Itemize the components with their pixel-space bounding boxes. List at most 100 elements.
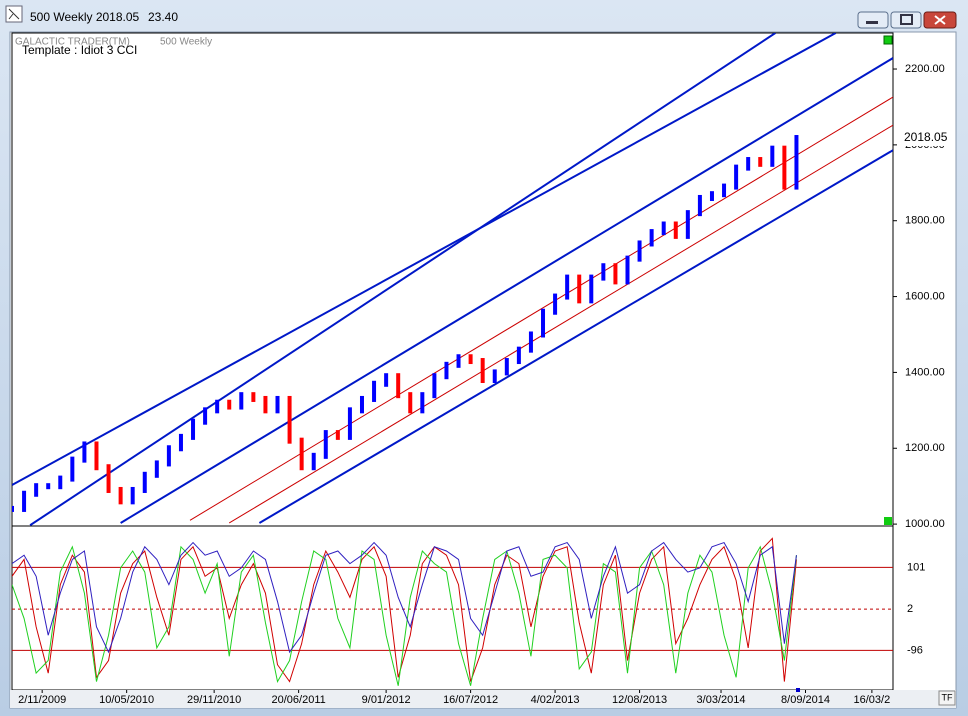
channel-line xyxy=(258,149,893,524)
minimize-glyph xyxy=(866,21,878,24)
cci-line xyxy=(12,541,797,654)
price-bar xyxy=(106,464,111,493)
price-bar xyxy=(166,445,171,467)
x-tick-label: 3/03/2014 xyxy=(697,694,746,706)
price-bar xyxy=(130,486,135,505)
window-change: 23.40 xyxy=(148,10,178,24)
last-price-box xyxy=(900,130,952,147)
price-plot xyxy=(12,33,893,526)
cci-line xyxy=(12,545,797,686)
channel-line xyxy=(12,33,837,486)
price-bar xyxy=(203,407,208,425)
y-tick-label: -96 xyxy=(907,644,923,656)
price-bar xyxy=(782,145,787,190)
price-bar xyxy=(70,456,75,482)
price-bar xyxy=(420,392,425,414)
corner-marker xyxy=(884,517,892,525)
price-bar xyxy=(528,331,533,353)
price-bar xyxy=(492,369,497,383)
x-tick-label: 8/09/2014 xyxy=(781,694,830,706)
y-tick-label: 1800.00 xyxy=(905,215,945,227)
axes: 1000.001200.001400.001600.001800.002000.… xyxy=(18,63,952,706)
cci-plot xyxy=(12,537,893,686)
y-tick-label: 2 xyxy=(907,603,913,615)
close-glyph xyxy=(934,15,946,25)
price-bar xyxy=(504,358,509,376)
price-bar xyxy=(191,418,196,440)
price-bar xyxy=(12,505,14,512)
price-bar xyxy=(239,392,244,410)
channel-line xyxy=(189,96,893,521)
price-bar xyxy=(589,274,594,304)
tf-label[interactable]: TF xyxy=(942,692,953,702)
price-bar xyxy=(625,255,630,285)
price-bar xyxy=(215,399,220,414)
chart-header: GALACTIC TRADER(TM) xyxy=(15,37,130,48)
price-bar xyxy=(565,274,570,300)
price-bar xyxy=(118,486,123,505)
channel-line xyxy=(29,33,776,526)
channel-line xyxy=(120,57,893,524)
x-tick-label: 29/11/2010 xyxy=(187,694,241,706)
price-bar xyxy=(468,354,473,365)
restore-glyph xyxy=(900,14,913,25)
x-tick-label: 16/03/2 xyxy=(854,694,891,706)
y-tick-label: 1200.00 xyxy=(905,442,945,454)
price-bar xyxy=(347,407,352,440)
price-bar xyxy=(637,240,642,262)
y-tick-label: 1000.00 xyxy=(905,518,945,530)
x-tick-label: 2/11/2009 xyxy=(18,694,66,706)
template-annotation: Template : Idiot 3 CCI xyxy=(22,43,137,57)
price-bar xyxy=(734,164,739,190)
plot-frame xyxy=(11,32,894,691)
cci-line xyxy=(12,537,797,683)
app-icon-glyph xyxy=(8,8,20,20)
price-bar xyxy=(22,490,27,512)
tf-button[interactable] xyxy=(938,690,956,706)
price-bar xyxy=(685,210,690,239)
y-tick-label: 101 xyxy=(907,561,925,573)
price-bar xyxy=(275,395,280,414)
price-bar xyxy=(758,157,763,167)
price-bar xyxy=(287,395,292,444)
price-bar xyxy=(770,145,775,167)
price-bar xyxy=(613,263,618,285)
price-bar xyxy=(94,441,99,471)
price-bar xyxy=(299,437,304,471)
price-bar xyxy=(384,373,389,387)
price-bar xyxy=(58,475,63,490)
price-bar xyxy=(82,441,87,463)
price-bar xyxy=(359,395,364,414)
price-bar xyxy=(311,452,316,471)
cursor-marker xyxy=(796,688,800,692)
restore-button[interactable] xyxy=(890,11,922,29)
price-bar xyxy=(142,471,147,493)
price-bar xyxy=(709,191,714,201)
price-bar xyxy=(178,433,183,452)
price-bar xyxy=(154,460,159,478)
window-title: 500 Weekly 2018.05 xyxy=(30,10,140,24)
price-bar xyxy=(323,430,328,459)
y-tick-label: 2200.00 xyxy=(905,63,945,75)
price-bar xyxy=(408,392,413,414)
price-bar xyxy=(541,308,546,338)
date-bar xyxy=(10,690,956,708)
x-tick-label: 4/02/2013 xyxy=(531,694,580,706)
price-bar xyxy=(251,392,256,402)
price-bar xyxy=(553,293,558,315)
price-bar xyxy=(649,229,654,247)
price-bar xyxy=(673,221,678,239)
x-tick-label: 9/01/2012 xyxy=(362,694,411,706)
chart-subtitle: 500 Weekly xyxy=(160,37,212,48)
price-bar xyxy=(456,354,461,368)
price-bar xyxy=(577,274,582,304)
y-tick-label: 1600.00 xyxy=(905,290,945,302)
last-price-label: 2018.05 xyxy=(904,130,948,144)
minimize-button[interactable] xyxy=(857,11,889,29)
price-bar xyxy=(746,157,751,171)
price-bar xyxy=(372,380,377,402)
corner-marker xyxy=(883,35,893,45)
price-bar xyxy=(722,183,727,198)
price-bar xyxy=(46,483,51,490)
